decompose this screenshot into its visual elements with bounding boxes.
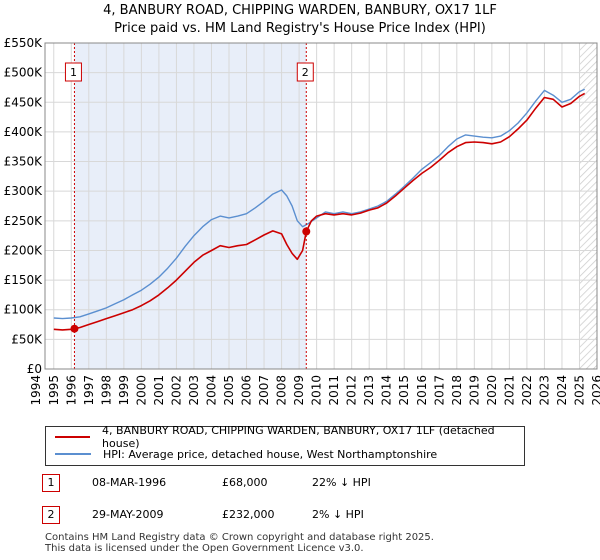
y-tick-label: £100K xyxy=(4,303,44,317)
y-tick-label: £450K xyxy=(4,95,44,109)
sale-hpi-diff: 22% ↓ HPI xyxy=(312,476,371,489)
legend-label-property: 4, BANBURY ROAD, CHIPPING WARDEN, BANBUR… xyxy=(102,424,495,450)
x-tick-label: 2025 xyxy=(572,375,586,406)
x-tick-label: 2019 xyxy=(467,375,481,406)
series-line-property xyxy=(53,92,586,331)
x-tick-label: 2008 xyxy=(275,375,289,406)
legend-item-property: 4, BANBURY ROAD, CHIPPING WARDEN, BANBUR… xyxy=(46,424,524,450)
legend: 4, BANBURY ROAD, CHIPPING WARDEN, BANBUR… xyxy=(45,424,525,466)
table-row: 2 29-MAY-2009 £232,000 2% ↓ HPI xyxy=(42,506,542,526)
y-tick-label: £150K xyxy=(4,273,44,287)
legend-item-hpi: HPI: Average price, detached house, West… xyxy=(46,446,437,462)
x-tick-label: 2024 xyxy=(555,375,569,406)
y-tick-label: £250K xyxy=(4,214,44,228)
sale-point xyxy=(70,324,79,333)
sale-price: £68,000 xyxy=(222,476,268,489)
chart-title-block: 4, BANBURY ROAD, CHIPPING WARDEN, BANBUR… xyxy=(0,2,600,38)
sale-marker-label: 1 xyxy=(70,66,77,79)
x-tick-label: 2016 xyxy=(415,375,429,406)
y-tick-label: £50K xyxy=(11,332,43,346)
chart-subtitle: Price paid vs. HM Land Registry's House … xyxy=(114,21,486,36)
x-tick-label: 1996 xyxy=(64,375,78,406)
x-tick-label: 1999 xyxy=(117,375,131,406)
sale-price: £232,000 xyxy=(222,508,275,521)
footer-licence: This data is licensed under the Open Gov… xyxy=(45,543,364,554)
x-tick-label: 1998 xyxy=(99,375,113,406)
projection-hatch xyxy=(579,43,597,369)
x-tick-label: 2000 xyxy=(134,375,148,406)
legend-swatch-property xyxy=(55,436,91,438)
x-tick-label: 2012 xyxy=(345,375,359,406)
x-tick-label: 1994 xyxy=(29,375,43,406)
x-tick-label: 2026 xyxy=(590,375,600,406)
ownership-period-shade xyxy=(74,43,307,369)
x-tick-label: 2020 xyxy=(485,375,499,406)
y-tick-label: £500K xyxy=(4,66,44,80)
x-tick-label: 2010 xyxy=(310,375,324,406)
legend-label-hpi: HPI: Average price, detached house, West… xyxy=(103,447,438,461)
footer-copyright: Contains HM Land Registry data © Crown c… xyxy=(45,532,434,543)
x-tick-label: 2006 xyxy=(240,375,254,406)
sale-marker-box xyxy=(64,62,82,82)
x-tick-label: 2014 xyxy=(380,375,394,406)
sale-number-badge: 1 xyxy=(42,474,60,492)
x-tick-label: 2007 xyxy=(257,375,271,406)
sale-marker-box xyxy=(296,62,314,82)
x-tick-label: 1995 xyxy=(47,375,61,406)
y-tick-label: £400K xyxy=(4,125,44,139)
y-tick-label: £200K xyxy=(4,243,44,257)
chart-title: 4, BANBURY ROAD, CHIPPING WARDEN, BANBUR… xyxy=(103,3,497,18)
sale-date: 29-MAY-2009 xyxy=(92,508,164,521)
footer: Contains HM Land Registry data © Crown c… xyxy=(45,532,434,554)
table-row: 1 08-MAR-1996 £68,000 22% ↓ HPI xyxy=(42,474,542,494)
x-tick-label: 2003 xyxy=(187,375,201,406)
sale-date: 08-MAR-1996 xyxy=(92,476,167,489)
x-tick-label: 2018 xyxy=(450,375,464,406)
price-chart: £0 £50K £100K £150K £200K £250K £300K £350K £400… xyxy=(4,36,600,406)
x-tick-label: 2013 xyxy=(362,375,376,406)
x-tick-label: 2002 xyxy=(169,375,183,406)
x-tick-label: 1997 xyxy=(82,375,96,406)
x-tick-label: 2021 xyxy=(502,375,516,406)
x-tick-label: 2022 xyxy=(520,375,534,406)
x-tick-label: 2009 xyxy=(292,375,306,406)
sale-number-badge: 2 xyxy=(42,506,60,524)
y-tick-label: £300K xyxy=(4,184,44,198)
x-tick-label: 2023 xyxy=(537,375,551,406)
x-tick-label: 2001 xyxy=(152,375,166,406)
x-tick-label: 2005 xyxy=(222,375,236,406)
sale-marker-label: 2 xyxy=(302,66,309,79)
x-tick-label: 2011 xyxy=(327,375,341,406)
x-tick-label: 2017 xyxy=(432,375,446,406)
plot-frame xyxy=(44,42,598,370)
y-tick-label: £550K xyxy=(4,36,44,50)
y-tick-label: £0 xyxy=(27,362,42,376)
y-tick-label: £350K xyxy=(4,155,44,169)
x-tick-label: 2004 xyxy=(204,375,218,406)
x-tick-label: 2015 xyxy=(397,375,411,406)
legend-swatch-hpi xyxy=(55,453,91,455)
sale-hpi-diff: 2% ↓ HPI xyxy=(312,508,364,521)
sale-point xyxy=(302,227,311,236)
